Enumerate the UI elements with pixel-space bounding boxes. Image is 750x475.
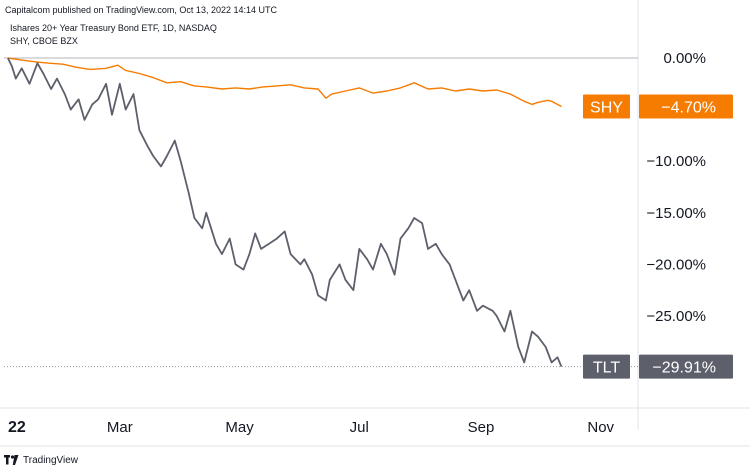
y-tick-label: −15.00% [646,205,706,222]
x-tick-label: Nov [587,419,614,436]
series-name-label-shy: SHY [590,100,623,117]
y-tick-label: 0.00% [663,50,706,67]
y-tick-label: −20.00% [646,256,706,273]
y-tick-label: −10.00% [646,153,706,170]
x-tick-label: Mar [107,419,133,436]
tradingview-logo-icon [4,455,20,465]
last-value-label-tlt: −29.91% [652,360,716,377]
legend-symbol-tlt[interactable]: Ishares 20+ Year Treasury Bond ETF, 1D, … [10,23,217,33]
published-credit: Capitalcom published on TradingView.com,… [5,5,277,15]
series-line-shy[interactable] [8,58,562,107]
y-tick-label: −25.00% [646,308,706,325]
footer-brand: TradingView [23,455,78,466]
x-tick-label: Sep [468,419,495,436]
x-tick-label: 22 [8,419,26,436]
series-line-tlt[interactable] [8,58,562,367]
x-tick-label: May [225,419,254,436]
series-name-label-tlt: TLT [593,360,620,377]
x-tick-label: Jul [350,419,369,436]
last-value-label-shy: −4.70% [661,100,716,117]
legend-symbol-shy[interactable]: SHY, CBOE BZX [10,36,78,46]
footer: TradingView [4,452,78,468]
